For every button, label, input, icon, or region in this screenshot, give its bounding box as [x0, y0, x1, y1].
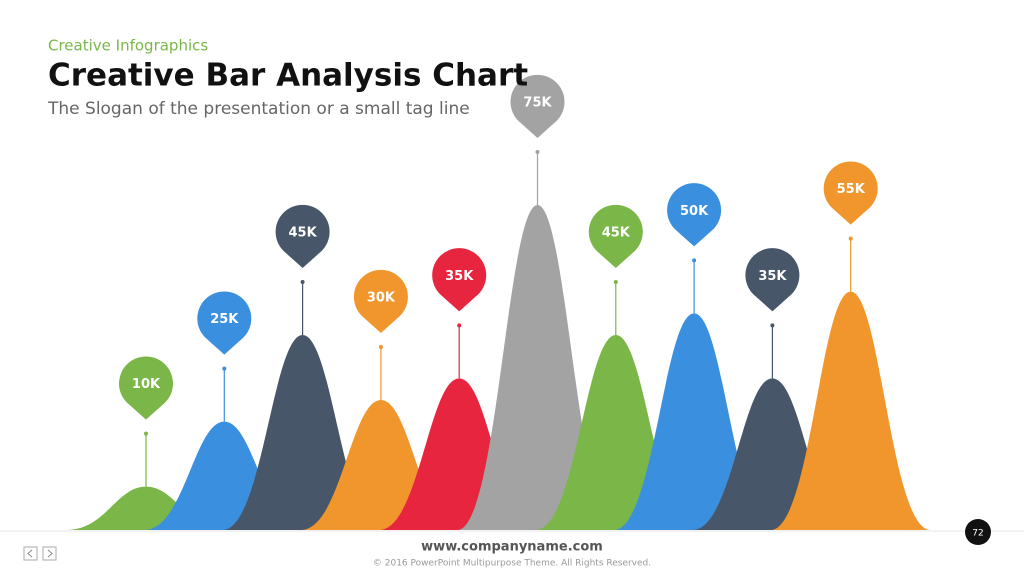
pin	[432, 248, 487, 312]
pin-dot	[692, 258, 697, 263]
value-label: 35K	[758, 269, 787, 284]
value-label: 35K	[445, 269, 474, 284]
value-label: 75K	[523, 96, 552, 111]
value-label: 10K	[132, 377, 161, 392]
pin-dot	[378, 345, 383, 349]
pin-dot	[457, 323, 462, 328]
pin	[667, 183, 722, 247]
pin	[745, 248, 800, 312]
title: Creative Bar Analysis Chart	[48, 58, 528, 94]
pin	[823, 161, 878, 225]
page-badge	[965, 519, 991, 545]
pin	[119, 356, 173, 420]
pin	[588, 204, 643, 268]
value-label: 45K	[289, 226, 318, 241]
value-label: 50K	[680, 204, 709, 219]
pin	[275, 204, 330, 268]
pin-dot	[300, 280, 305, 284]
pin-dot	[535, 150, 540, 154]
prev-button[interactable]	[23, 546, 38, 561]
pin-dot	[613, 280, 618, 284]
value-label: 55K	[837, 182, 866, 197]
bell-bar	[770, 291, 931, 530]
copyright: © 2016 PowerPoint Multipurpose Theme. Al…	[373, 559, 651, 569]
chart: 10K 25K 45K 30K 35K 75K 45K 50K 35K 55K	[66, 74, 931, 530]
next-icon	[47, 549, 53, 558]
pin-dot	[144, 431, 148, 436]
page-number: 72	[972, 529, 983, 539]
pin-dot	[222, 366, 227, 371]
value-label: 30K	[367, 291, 396, 306]
prev-icon	[27, 549, 33, 558]
value-label: 45K	[602, 226, 631, 241]
next-button[interactable]	[42, 546, 57, 561]
pin-dot	[848, 236, 853, 241]
pin	[197, 291, 252, 355]
slogan: The Slogan of the presentation or a smal…	[47, 99, 470, 119]
pin-dot	[770, 323, 775, 328]
pin	[353, 269, 408, 333]
kicker: Creative Infographics	[48, 37, 208, 55]
value-label: 25K	[210, 312, 239, 327]
pin	[510, 74, 565, 138]
website: www.companyname.com	[421, 540, 603, 555]
